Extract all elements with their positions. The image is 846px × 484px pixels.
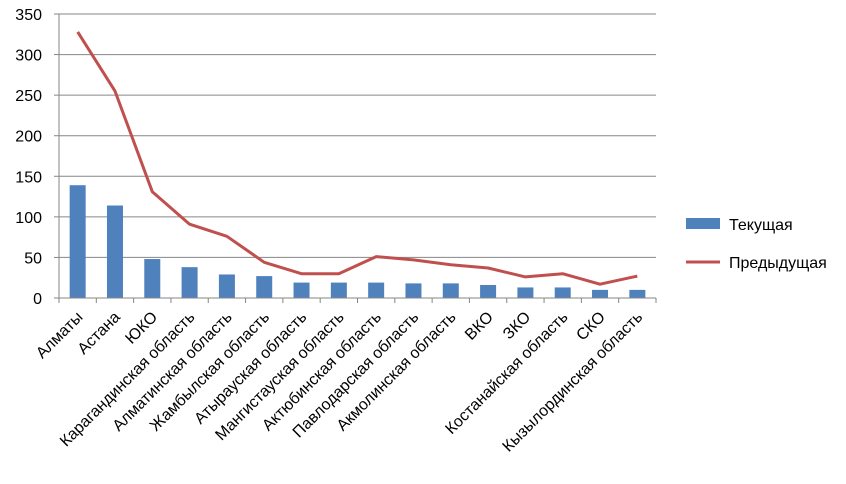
y-tick-label: 50 (24, 250, 42, 267)
x-axis (58, 14, 657, 303)
bar (293, 282, 310, 298)
y-tick-label: 350 (15, 7, 42, 24)
x-tick-label: ВКО (462, 309, 497, 344)
bar (554, 287, 571, 298)
x-tick-label: Алматы (33, 309, 86, 362)
y-tick-label: 100 (15, 210, 42, 227)
bar (330, 282, 347, 298)
x-tick-label: ЗКО (500, 309, 534, 343)
bar (368, 282, 385, 298)
y-tick-label: 300 (15, 48, 42, 65)
bar (181, 267, 198, 298)
bar (442, 283, 459, 298)
gridlines (59, 13, 656, 258)
y-tick-label: 150 (15, 169, 42, 186)
line-path (76, 31, 638, 286)
bar (69, 185, 86, 298)
bar (480, 285, 497, 298)
bar (256, 276, 273, 298)
y-tick-label: 250 (15, 88, 42, 105)
y-axis-ticks: 0 50 100 150 200 250 300 350 (15, 7, 59, 308)
legend: Текущая Предыдущая (686, 217, 827, 272)
bar (218, 274, 235, 298)
y-tick-label: 0 (33, 291, 42, 308)
bar (405, 283, 422, 298)
y-tick-label: 200 (15, 129, 42, 146)
bar (106, 205, 123, 298)
legend-label-current: Текущая (729, 217, 793, 234)
legend-label-previous: Предыдущая (729, 255, 827, 272)
legend-swatch-current (686, 218, 720, 229)
bar (629, 289, 646, 298)
bar (144, 259, 161, 298)
bar-series (69, 185, 646, 298)
x-tick-label: Астана (75, 309, 124, 358)
bar (592, 289, 609, 298)
line-series (76, 31, 638, 286)
bar (517, 287, 534, 298)
